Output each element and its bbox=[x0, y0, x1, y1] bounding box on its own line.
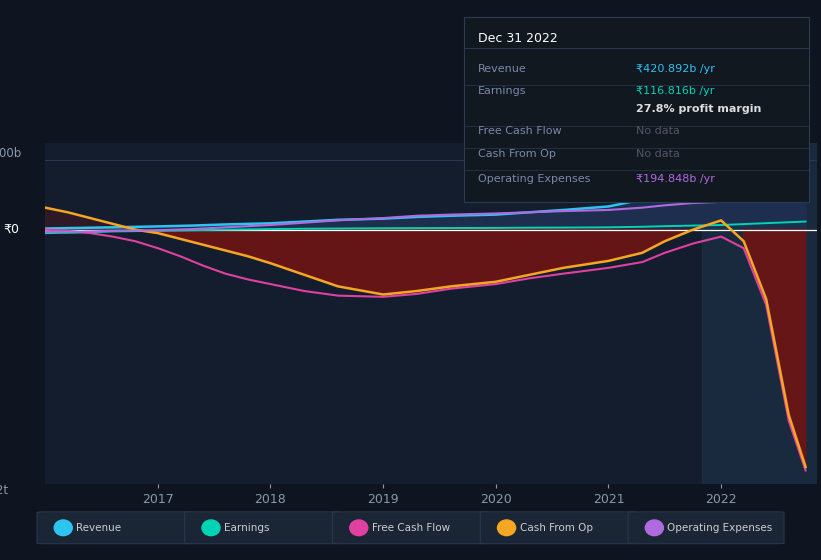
Text: Free Cash Flow: Free Cash Flow bbox=[372, 523, 450, 533]
Ellipse shape bbox=[498, 520, 516, 535]
Text: ₹116.816b /yr: ₹116.816b /yr bbox=[636, 86, 714, 96]
Text: Dec 31 2022: Dec 31 2022 bbox=[478, 31, 557, 45]
Text: ₹0: ₹0 bbox=[3, 223, 20, 236]
Text: Operating Expenses: Operating Expenses bbox=[667, 523, 773, 533]
Text: ₹194.848b /yr: ₹194.848b /yr bbox=[636, 174, 715, 184]
Ellipse shape bbox=[350, 520, 368, 535]
Ellipse shape bbox=[645, 520, 663, 535]
Text: Earnings: Earnings bbox=[478, 86, 526, 96]
Ellipse shape bbox=[202, 520, 220, 535]
FancyBboxPatch shape bbox=[333, 512, 488, 544]
FancyBboxPatch shape bbox=[37, 512, 193, 544]
Text: 27.8% profit margin: 27.8% profit margin bbox=[636, 104, 762, 114]
Text: No data: No data bbox=[636, 127, 680, 137]
Text: ₹600b: ₹600b bbox=[0, 147, 21, 160]
Ellipse shape bbox=[54, 520, 72, 535]
Text: Cash From Op: Cash From Op bbox=[520, 523, 593, 533]
Text: ₹420.892b /yr: ₹420.892b /yr bbox=[636, 63, 715, 73]
Text: Cash From Op: Cash From Op bbox=[478, 148, 556, 158]
Text: Operating Expenses: Operating Expenses bbox=[478, 174, 590, 184]
Text: Revenue: Revenue bbox=[76, 523, 122, 533]
FancyBboxPatch shape bbox=[628, 512, 784, 544]
FancyBboxPatch shape bbox=[480, 512, 636, 544]
Text: No data: No data bbox=[636, 148, 680, 158]
Text: -₹2t: -₹2t bbox=[0, 484, 8, 497]
Text: Earnings: Earnings bbox=[224, 523, 269, 533]
Text: Revenue: Revenue bbox=[478, 63, 526, 73]
FancyBboxPatch shape bbox=[185, 512, 341, 544]
Bar bbox=[702, 143, 817, 484]
Text: Free Cash Flow: Free Cash Flow bbox=[478, 127, 562, 137]
